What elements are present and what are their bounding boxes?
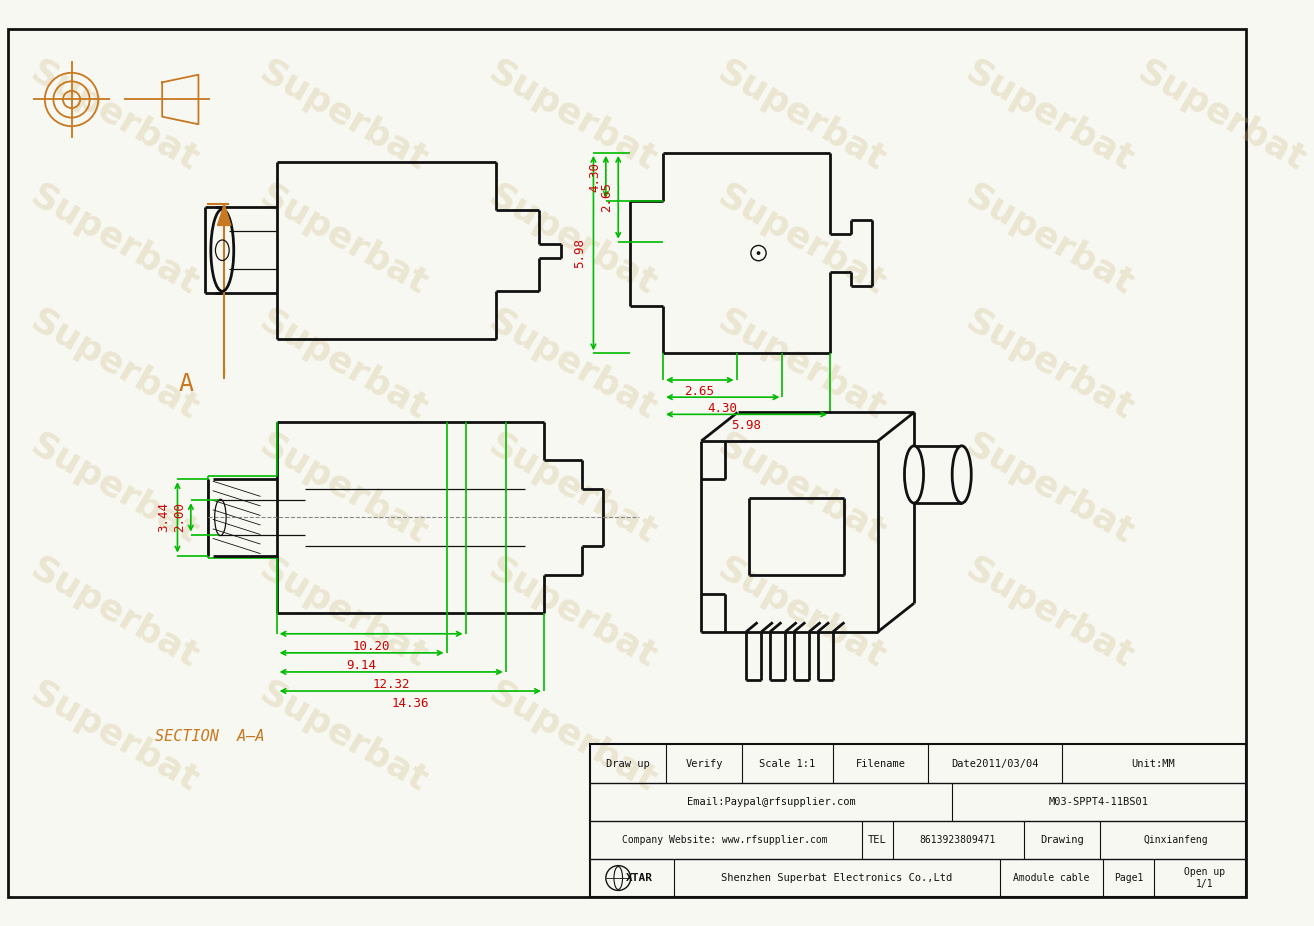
Circle shape — [757, 251, 761, 255]
Text: Superbat: Superbat — [959, 551, 1139, 674]
Text: 12.32: 12.32 — [372, 678, 410, 691]
Text: Superbat: Superbat — [254, 551, 434, 674]
Text: 2.00: 2.00 — [173, 503, 185, 532]
Text: Superbat: Superbat — [482, 55, 662, 179]
Text: 2.65: 2.65 — [685, 385, 715, 398]
Text: Superbat: Superbat — [959, 55, 1139, 179]
Text: Superbat: Superbat — [482, 675, 662, 798]
Text: Superbat: Superbat — [1131, 55, 1311, 179]
Text: Qinxianfeng: Qinxianfeng — [1143, 835, 1208, 845]
Text: Email:Paypal@rfsupplier.com: Email:Paypal@rfsupplier.com — [686, 796, 855, 807]
Text: Superbat: Superbat — [25, 551, 204, 674]
Text: Unit:MM: Unit:MM — [1131, 758, 1175, 769]
Text: Superbat: Superbat — [712, 427, 891, 550]
Text: Superbat: Superbat — [482, 303, 662, 426]
Text: M03-SPPT4-11BS01: M03-SPPT4-11BS01 — [1049, 796, 1150, 807]
Text: Drawing: Drawing — [1039, 835, 1084, 845]
Text: Superbat: Superbat — [482, 427, 662, 550]
Text: 5.98: 5.98 — [574, 238, 586, 269]
Text: 5.98: 5.98 — [731, 419, 761, 432]
Ellipse shape — [953, 445, 971, 503]
Text: XTAR: XTAR — [625, 873, 653, 883]
Text: Page1: Page1 — [1114, 873, 1143, 883]
Text: A: A — [179, 372, 193, 395]
Text: SECTION  A—A: SECTION A—A — [155, 730, 264, 745]
Text: Scale 1:1: Scale 1:1 — [759, 758, 815, 769]
Text: Superbat: Superbat — [482, 179, 662, 303]
Text: TEL: TEL — [867, 835, 886, 845]
Text: Open up
1/1: Open up 1/1 — [1184, 868, 1226, 889]
Text: Verify: Verify — [686, 758, 723, 769]
Text: Superbat: Superbat — [25, 179, 204, 303]
Text: 2.65: 2.65 — [600, 181, 614, 212]
Text: Superbat: Superbat — [254, 675, 434, 798]
Text: Filename: Filename — [855, 758, 905, 769]
Text: 8613923809471: 8613923809471 — [920, 835, 996, 845]
Text: Superbat: Superbat — [712, 303, 891, 426]
Text: Superbat: Superbat — [25, 303, 204, 426]
Text: Superbat: Superbat — [254, 303, 434, 426]
Text: 4.30: 4.30 — [587, 162, 600, 192]
Text: 14.36: 14.36 — [392, 697, 428, 710]
Text: 9.14: 9.14 — [347, 658, 377, 671]
Text: Shenzhen Superbat Electronics Co.,Ltd: Shenzhen Superbat Electronics Co.,Ltd — [721, 873, 953, 883]
Text: Superbat: Superbat — [959, 427, 1139, 550]
Text: Superbat: Superbat — [959, 179, 1139, 303]
Text: Superbat: Superbat — [25, 55, 204, 179]
Text: Superbat: Superbat — [25, 675, 204, 798]
Text: Superbat: Superbat — [482, 551, 662, 674]
Text: Superbat: Superbat — [712, 551, 891, 674]
Text: Date2011/03/04: Date2011/03/04 — [951, 758, 1039, 769]
Text: Superbat: Superbat — [25, 427, 204, 550]
Text: Superbat: Superbat — [254, 55, 434, 179]
Text: Amodule cable: Amodule cable — [1013, 873, 1089, 883]
Ellipse shape — [904, 445, 924, 503]
Text: Superbat: Superbat — [959, 303, 1139, 426]
Polygon shape — [218, 205, 231, 225]
Text: 4.30: 4.30 — [707, 402, 737, 415]
Text: Superbat: Superbat — [712, 179, 891, 303]
Text: 3.44: 3.44 — [158, 503, 171, 532]
Bar — [590, 745, 1246, 897]
Text: Superbat: Superbat — [254, 179, 434, 303]
Text: Company Website: www.rfsupplier.com: Company Website: www.rfsupplier.com — [623, 835, 828, 845]
Text: Draw up: Draw up — [606, 758, 649, 769]
Text: Superbat: Superbat — [254, 427, 434, 550]
Text: Superbat: Superbat — [712, 55, 891, 179]
Text: 10.20: 10.20 — [352, 640, 390, 653]
